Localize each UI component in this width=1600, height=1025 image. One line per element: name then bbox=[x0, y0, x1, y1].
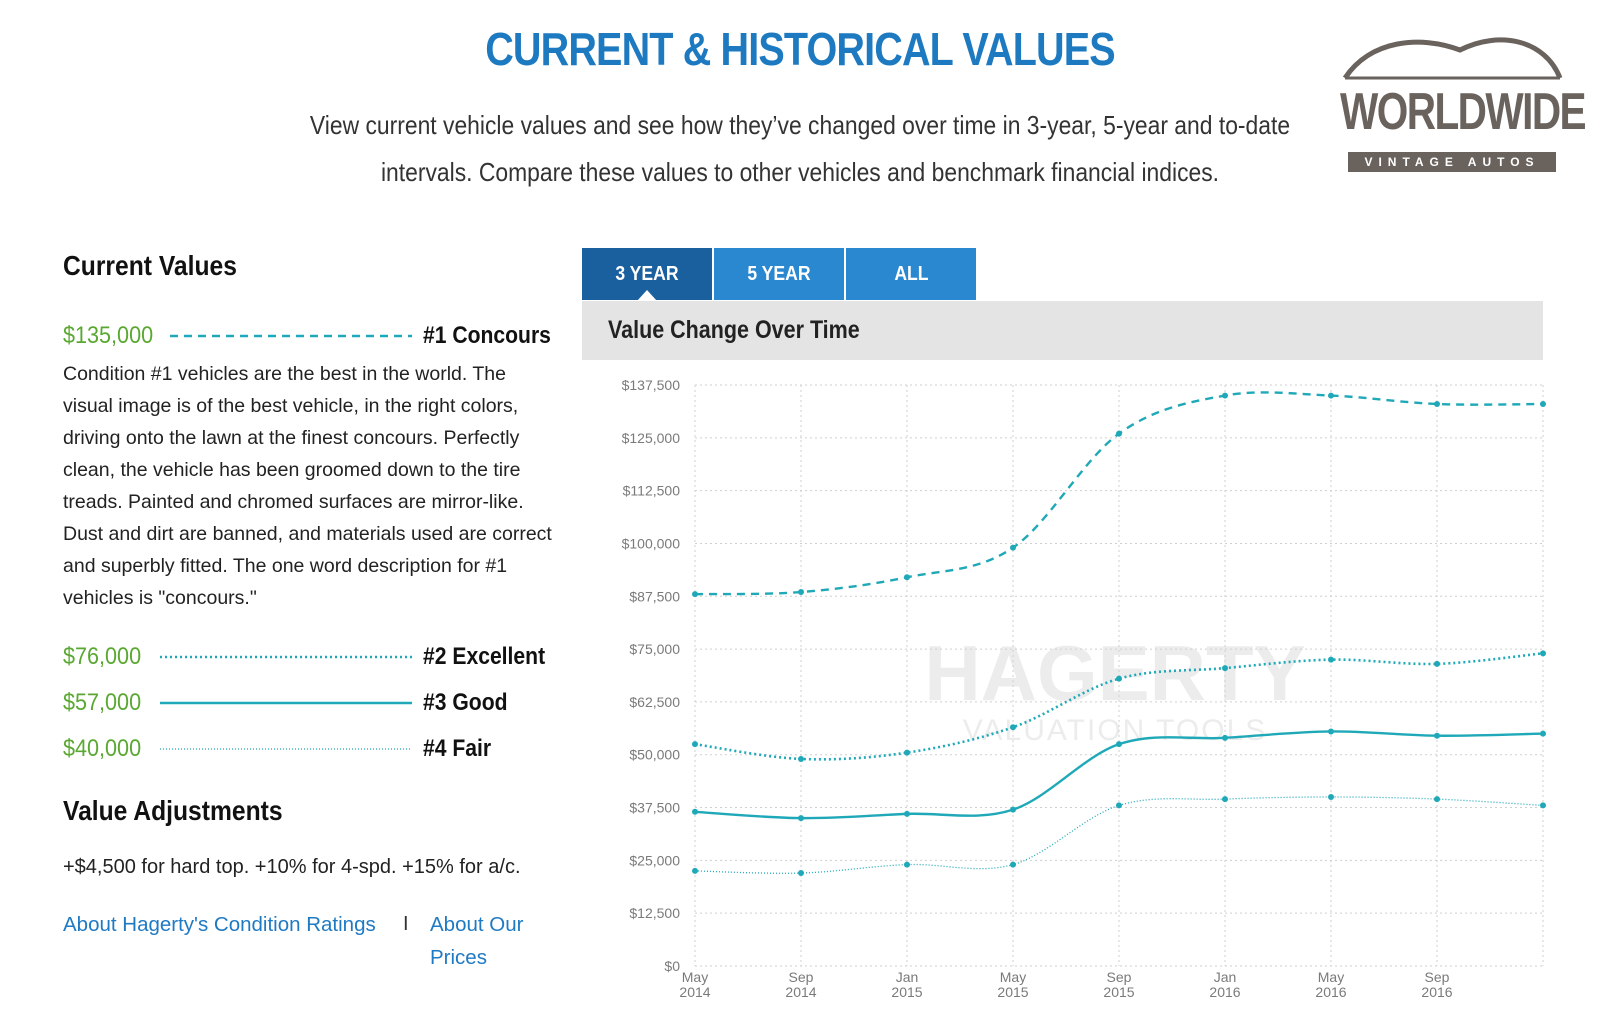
logo-tagline: VINTAGE AUTOS bbox=[1348, 152, 1556, 172]
line bbox=[694, 652, 1544, 761]
point bbox=[904, 861, 910, 868]
tab-label: ALL bbox=[893, 263, 929, 285]
point bbox=[1010, 806, 1016, 813]
legend-label: #1 Concours bbox=[423, 322, 551, 349]
x-tick-label: Jan 2016 bbox=[1209, 969, 1241, 1000]
point bbox=[1116, 741, 1122, 748]
point bbox=[1222, 392, 1228, 399]
point bbox=[1010, 544, 1016, 551]
logo-name: WORLDWIDE bbox=[1340, 83, 1587, 141]
tab[interactable]: ALL bbox=[846, 248, 976, 300]
y-tick-label: $12,500 bbox=[629, 905, 680, 921]
amount: $76,000 bbox=[63, 643, 142, 670]
y-tick-label: $125,000 bbox=[622, 430, 681, 446]
y-tick-label: $62,500 bbox=[629, 694, 680, 710]
line bbox=[694, 391, 1544, 596]
tab-label: 5 YEAR bbox=[747, 263, 811, 285]
tab-pointer bbox=[637, 290, 657, 301]
point bbox=[1116, 802, 1122, 809]
point bbox=[1434, 732, 1440, 739]
y-tick-label: $25,000 bbox=[629, 852, 680, 868]
point bbox=[1434, 401, 1440, 408]
legend-label: #4 Fair bbox=[423, 735, 492, 762]
link[interactable]: About Hagerty's Condition Ratings bbox=[63, 913, 376, 936]
legend-line bbox=[160, 701, 412, 705]
y-tick-label: $37,500 bbox=[629, 800, 680, 816]
link-separator: I bbox=[403, 913, 409, 935]
point bbox=[1540, 802, 1546, 809]
point bbox=[904, 810, 910, 817]
amount: $40,000 bbox=[63, 735, 142, 762]
amount: $57,000 bbox=[63, 689, 142, 716]
x-tick-label: Jan 2015 bbox=[891, 969, 923, 1000]
point bbox=[1328, 392, 1334, 399]
y-tick-label: $100,000 bbox=[622, 535, 681, 551]
point bbox=[1328, 793, 1334, 800]
x-tick-label: Sep 2016 bbox=[1421, 969, 1453, 1000]
y-tick-label: $0 bbox=[664, 958, 680, 974]
point bbox=[1116, 675, 1122, 682]
legend-line bbox=[160, 748, 412, 750]
point bbox=[904, 574, 910, 581]
point bbox=[1222, 796, 1228, 803]
point bbox=[692, 808, 698, 815]
legend-label: #3 Good bbox=[423, 689, 508, 716]
tab[interactable]: 5 YEAR bbox=[714, 248, 844, 300]
point bbox=[1540, 730, 1546, 737]
point bbox=[798, 755, 804, 762]
page-title: CURRENT & HISTORICAL VALUES bbox=[485, 23, 1115, 75]
x-tick-label: May 2015 bbox=[997, 969, 1029, 1000]
legend-line bbox=[160, 655, 412, 659]
x-tick-label: Sep 2014 bbox=[785, 969, 817, 1000]
chart-title: Value Change Over Time bbox=[608, 316, 860, 344]
point bbox=[1010, 861, 1016, 868]
point bbox=[1328, 656, 1334, 663]
watermark: VALUATION TOOLS bbox=[963, 714, 1268, 747]
x-tick-label: May 2016 bbox=[1315, 969, 1347, 1000]
legend-line bbox=[170, 334, 412, 338]
point bbox=[798, 815, 804, 822]
subtitle: intervals. Compare these values to other… bbox=[380, 157, 1220, 187]
legend-label: #2 Excellent bbox=[423, 643, 546, 670]
tab-label: 3 YEAR bbox=[615, 263, 679, 285]
description: Condition #1 vehicles are the best in th… bbox=[63, 363, 552, 609]
point bbox=[1540, 401, 1546, 408]
point bbox=[1222, 665, 1228, 672]
point bbox=[692, 741, 698, 748]
point bbox=[1116, 430, 1122, 437]
subtitle: View current vehicle values and see how … bbox=[309, 110, 1291, 140]
amount: $135,000 bbox=[63, 322, 154, 349]
y-tick-label: $50,000 bbox=[629, 747, 680, 763]
panel-header bbox=[582, 301, 1543, 360]
x-tick-label: May 2014 bbox=[679, 969, 711, 1000]
section-heading: Value Adjustments bbox=[63, 795, 283, 826]
point bbox=[692, 867, 698, 874]
point bbox=[798, 870, 804, 877]
point bbox=[692, 591, 698, 598]
x-tick-label: Sep 2015 bbox=[1103, 969, 1135, 1000]
y-tick-label: $87,500 bbox=[629, 588, 680, 604]
link[interactable]: About Our Prices bbox=[430, 913, 524, 969]
point bbox=[1222, 734, 1228, 741]
point bbox=[798, 589, 804, 596]
point bbox=[1540, 650, 1546, 657]
watermark: HAGERTY bbox=[924, 629, 1305, 717]
point bbox=[1328, 728, 1334, 735]
point bbox=[904, 749, 910, 756]
y-tick-label: $75,000 bbox=[629, 641, 680, 657]
adjustments-text: +$4,500 for hard top. +10% for 4-spd. +1… bbox=[63, 856, 521, 878]
point bbox=[1434, 660, 1440, 667]
point bbox=[1010, 724, 1016, 731]
section-heading: Current Values bbox=[63, 250, 237, 281]
y-tick-label: $137,500 bbox=[622, 377, 681, 393]
y-tick-label: $112,500 bbox=[623, 483, 681, 499]
point bbox=[1434, 796, 1440, 803]
logo-car bbox=[1342, 37, 1563, 80]
